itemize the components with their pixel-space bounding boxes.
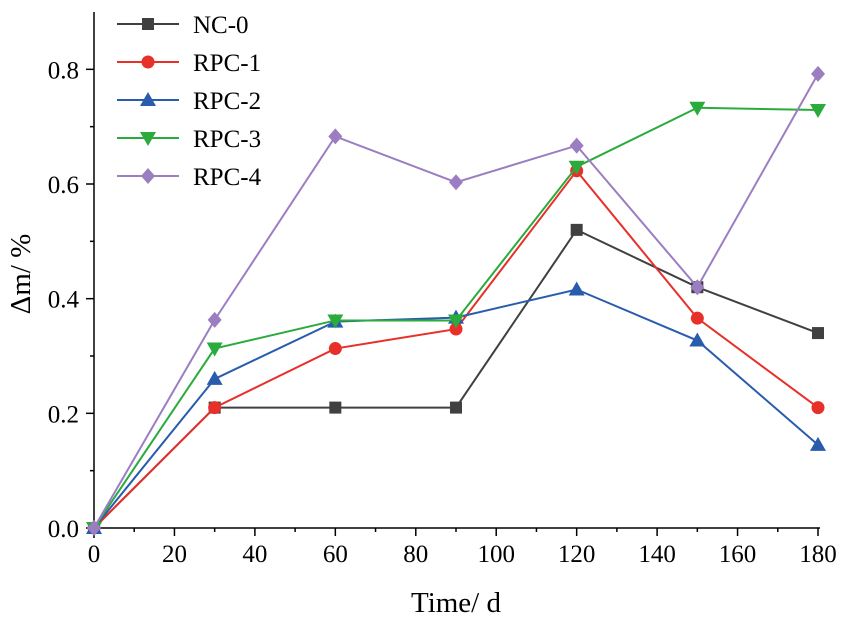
legend-item: RPC-4 [117,164,262,191]
series-nc-0 [88,223,824,534]
data-point [206,370,223,385]
x-tick-label: 120 [558,541,596,568]
axes: 0 20 40 60 80 100 120 140 160 180 0.0 0.2 0.4 0.6 0.8 [48,12,837,568]
data-point [327,314,344,329]
legend-item: NC-0 [117,12,249,39]
series-line [93,169,819,529]
series-line [93,228,819,529]
legend-label: RPC-2 [193,88,261,115]
x-tick-label: 180 [799,541,837,568]
y-tick-label: 0.8 [48,57,79,84]
x-tick-label: 60 [323,541,348,568]
data-point [207,311,222,328]
data-point [208,401,222,415]
legend-marker [141,55,155,69]
data-point [811,65,825,82]
data-point [568,160,585,175]
data-point [87,520,101,536]
y-tick-label: 0.2 [48,401,79,428]
data-point [449,322,463,336]
y-axis-title: Δm/ % [5,234,37,315]
legend-item: RPC-1 [117,50,261,77]
data-point [810,104,826,119]
x-tick-label: 80 [403,541,428,568]
data-point [810,436,826,451]
legend: NC-0 RPC-1 RPC-2 RPC-3 RPC-4 [117,12,262,191]
legend-item: RPC-2 [117,88,261,115]
data-point [568,281,585,296]
series-layer [86,65,826,536]
legend-item: RPC-3 [117,126,261,153]
legend-marker [140,92,156,106]
data-point [328,128,343,145]
legend-label: RPC-3 [193,126,261,153]
y-tick-label: 0.6 [48,172,79,199]
x-tick-label: 140 [638,541,676,568]
legend-marker [141,168,155,184]
legend-label: RPC-1 [193,50,261,77]
x-tick-label: 0 [88,541,101,568]
data-point [448,314,464,329]
y-tick-label: 0.0 [48,516,79,543]
x-tick-label: 160 [719,541,757,568]
legend-label: RPC-4 [193,164,262,191]
data-point [450,401,462,414]
y-tick-label: 0.4 [48,287,80,314]
data-point [329,401,342,414]
x-tick-label: 40 [242,541,267,568]
data-point [689,332,706,347]
legend-marker [140,132,156,146]
data-point [812,327,824,340]
x-axis-title: Time/ d [411,587,501,619]
data-point [690,311,704,325]
data-point [206,342,223,357]
data-point [811,401,825,415]
data-point [449,174,463,191]
data-point [328,342,342,356]
x-tick-label: 100 [477,541,515,568]
data-point [570,223,583,236]
data-point [569,137,584,154]
legend-marker [142,18,154,30]
legend-label: NC-0 [193,12,249,39]
data-point [689,101,706,116]
x-tick-label: 20 [162,541,187,568]
data-point [690,279,705,296]
series-rpc-4 [87,65,825,536]
